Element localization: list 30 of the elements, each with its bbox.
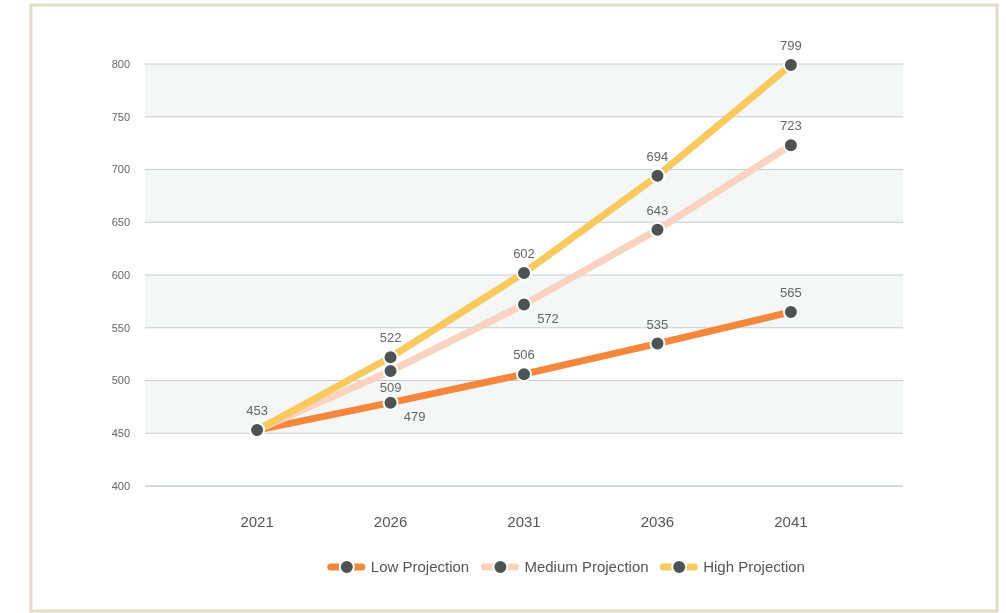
x-tick-label: 2036 bbox=[640, 513, 675, 530]
data-label: 535 bbox=[646, 316, 669, 332]
y-tick-label: 400 bbox=[111, 479, 130, 492]
x-tick-label: 2021 bbox=[240, 513, 274, 530]
data-label: 506 bbox=[513, 347, 535, 363]
y-tick-label: 650 bbox=[111, 216, 130, 229]
legend-label: Low Projection bbox=[370, 558, 470, 576]
legend-label: High Projection bbox=[703, 558, 805, 576]
y-tick-label: 600 bbox=[111, 268, 130, 281]
y-tick-label: 500 bbox=[111, 374, 130, 387]
data-label: 509 bbox=[379, 379, 402, 395]
y-tick-label: 750 bbox=[111, 110, 130, 123]
data-label: 723 bbox=[780, 118, 802, 134]
x-tick-label: 2031 bbox=[507, 513, 541, 530]
y-tick-label: 550 bbox=[111, 321, 130, 334]
data-label: 522 bbox=[379, 330, 402, 346]
data-label: 479 bbox=[403, 409, 426, 425]
y-tick-label: 700 bbox=[111, 163, 130, 176]
data-label: 643 bbox=[646, 202, 669, 218]
data-label: 602 bbox=[513, 245, 535, 261]
data-label: 565 bbox=[780, 284, 802, 300]
data-label: 572 bbox=[537, 311, 559, 327]
y-tick-label: 800 bbox=[111, 57, 130, 70]
y-tick-label: 450 bbox=[111, 427, 130, 440]
legend-label: Medium Projection bbox=[524, 558, 649, 576]
data-label: 453 bbox=[246, 403, 268, 419]
data-label: 799 bbox=[780, 38, 802, 54]
data-label: 694 bbox=[646, 148, 669, 164]
x-tick-label: 2041 bbox=[774, 513, 808, 530]
x-tick-label: 2026 bbox=[373, 513, 408, 530]
